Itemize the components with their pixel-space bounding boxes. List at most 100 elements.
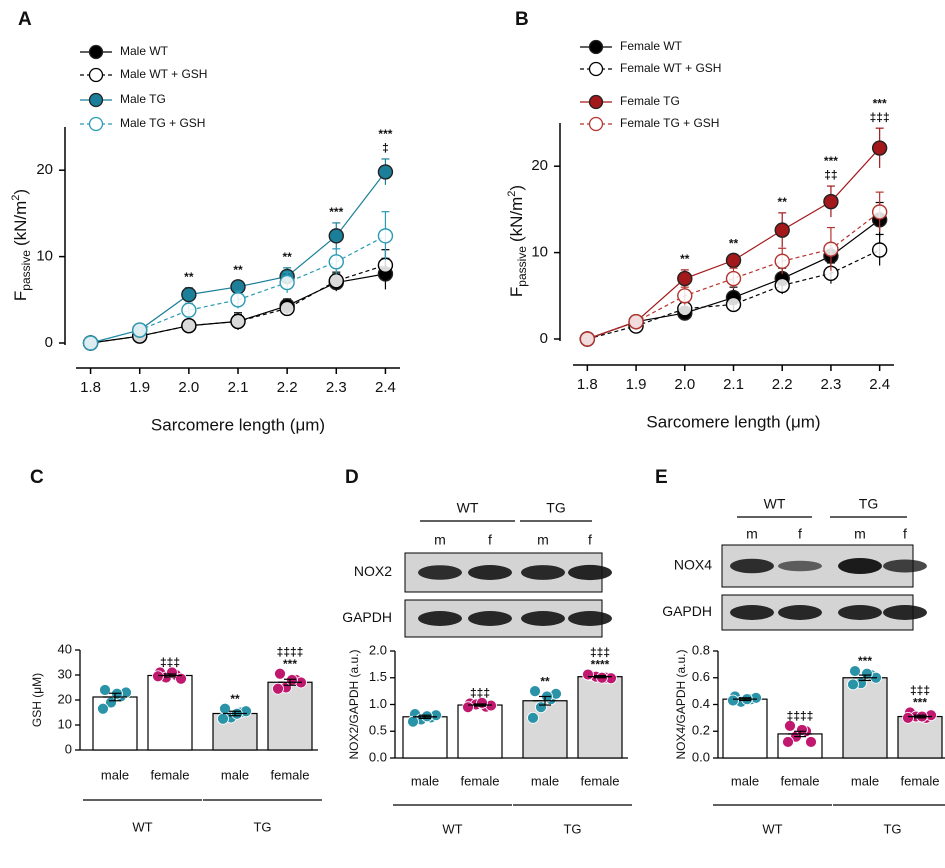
significance: ** bbox=[230, 692, 240, 706]
data-point bbox=[230, 313, 246, 330]
group-label: WT bbox=[132, 819, 152, 834]
legend-marker bbox=[88, 116, 104, 132]
x-tick-label: female bbox=[780, 773, 819, 788]
blot-band bbox=[838, 605, 882, 620]
blot-group-label: WT bbox=[457, 500, 479, 516]
data-point bbox=[796, 724, 808, 736]
blot-band bbox=[521, 565, 565, 580]
significance: *** bbox=[329, 205, 343, 219]
x-tick-label: male bbox=[731, 773, 759, 788]
data-point bbox=[902, 711, 914, 724]
data-point bbox=[784, 720, 796, 732]
bar bbox=[577, 676, 623, 759]
data-point bbox=[181, 286, 197, 303]
significance: ** bbox=[729, 236, 739, 250]
panel-letter: B bbox=[515, 9, 529, 30]
y-axis-title: NOX4/GAPDH (a.u.) bbox=[674, 649, 688, 759]
legend-label: Male WT bbox=[120, 44, 169, 58]
blot-lane-label: f bbox=[488, 532, 492, 548]
data-point bbox=[823, 241, 839, 257]
data-point bbox=[272, 682, 284, 695]
data-point bbox=[861, 667, 873, 680]
x-tick-label: female bbox=[900, 773, 939, 788]
y-axis-title: Fpassive (kN/m2) bbox=[10, 189, 33, 301]
bar bbox=[842, 677, 888, 759]
panel-letter: A bbox=[18, 9, 32, 30]
data-point bbox=[805, 736, 817, 748]
significance: ‡‡‡ bbox=[160, 656, 180, 670]
blot-band bbox=[418, 611, 462, 626]
blot-row-label: NOX2 bbox=[354, 563, 392, 579]
blot-band bbox=[568, 564, 612, 581]
y-tick-label: 0.0 bbox=[692, 749, 710, 764]
data-point bbox=[279, 274, 295, 291]
significance: ‡‡ bbox=[824, 168, 837, 182]
data-point bbox=[230, 292, 246, 308]
legend-marker bbox=[88, 44, 104, 60]
data-point bbox=[725, 296, 742, 313]
x-tick-label: 2.0 bbox=[674, 376, 695, 393]
legend-marker bbox=[588, 94, 604, 110]
legend-marker bbox=[588, 61, 604, 77]
significance: *** bbox=[858, 654, 872, 668]
x-tick-label: 1.9 bbox=[129, 379, 150, 396]
data-point bbox=[782, 736, 794, 748]
y-tick-label: 30 bbox=[58, 666, 72, 681]
significance: *** bbox=[873, 96, 887, 110]
panel-letter: D bbox=[345, 467, 359, 488]
x-tick-label: male bbox=[411, 773, 439, 788]
blot-lane-label: m bbox=[854, 526, 866, 542]
blot-band bbox=[778, 560, 822, 572]
x-tick-label: male bbox=[531, 773, 559, 788]
y-tick-label: 2.0 bbox=[369, 642, 387, 657]
data-point bbox=[462, 701, 474, 714]
y-tick-label: 0 bbox=[65, 741, 72, 756]
data-point bbox=[328, 273, 344, 289]
significance: *** bbox=[824, 154, 838, 168]
bar bbox=[457, 704, 503, 759]
legend-label: Female WT + GSH bbox=[620, 61, 721, 75]
x-tick-label: 2.1 bbox=[723, 376, 744, 393]
y-axis-title: NOX2/GAPDH (a.u.) bbox=[347, 649, 361, 759]
y-tick-label: 0 bbox=[540, 330, 548, 347]
x-tick-label: 1.8 bbox=[80, 379, 101, 396]
data-point bbox=[535, 701, 547, 714]
data-point bbox=[774, 277, 790, 294]
x-tick-label: male bbox=[101, 767, 129, 782]
blot-band bbox=[418, 565, 462, 580]
x-axis-title: Sarcomere length (μm) bbox=[646, 412, 820, 431]
y-axis-title-part: F bbox=[11, 291, 30, 301]
significance: **** bbox=[591, 658, 610, 672]
significance: ** bbox=[233, 263, 243, 277]
x-axis-title: Sarcomere length (μm) bbox=[151, 415, 325, 434]
data-point bbox=[725, 270, 742, 287]
data-point bbox=[823, 193, 839, 210]
x-tick-label: female bbox=[270, 767, 309, 782]
y-tick-label: 0.4 bbox=[692, 696, 710, 711]
group-label: TG bbox=[563, 821, 581, 836]
y-tick-label: 40 bbox=[58, 641, 72, 656]
y-tick-label: 1.0 bbox=[369, 696, 387, 711]
y-axis-title-part: passive bbox=[515, 246, 529, 287]
data-point bbox=[849, 665, 861, 677]
blot-band bbox=[730, 558, 774, 574]
x-tick-label: 2.3 bbox=[820, 376, 841, 393]
data-point bbox=[677, 288, 693, 304]
y-tick-label: 20 bbox=[36, 161, 53, 178]
y-axis-title-part: F bbox=[507, 287, 526, 297]
blot-group-label: TG bbox=[546, 500, 565, 516]
blot-lane-label: m bbox=[434, 532, 446, 548]
data-point bbox=[527, 711, 539, 724]
panel-letter: E bbox=[655, 467, 668, 488]
y-axis-title-part: ) bbox=[507, 185, 526, 191]
y-tick-label: 10 bbox=[531, 244, 548, 261]
data-point bbox=[628, 314, 644, 330]
y-axis-title-part: 2 bbox=[506, 191, 518, 197]
x-tick-label: female bbox=[460, 773, 499, 788]
blot-group-label: TG bbox=[859, 496, 878, 512]
group-label: WT bbox=[442, 821, 462, 836]
y-tick-label: 0 bbox=[45, 334, 53, 351]
x-tick-label: male bbox=[851, 773, 879, 788]
panel-letter: C bbox=[30, 467, 44, 488]
data-point bbox=[377, 257, 394, 273]
